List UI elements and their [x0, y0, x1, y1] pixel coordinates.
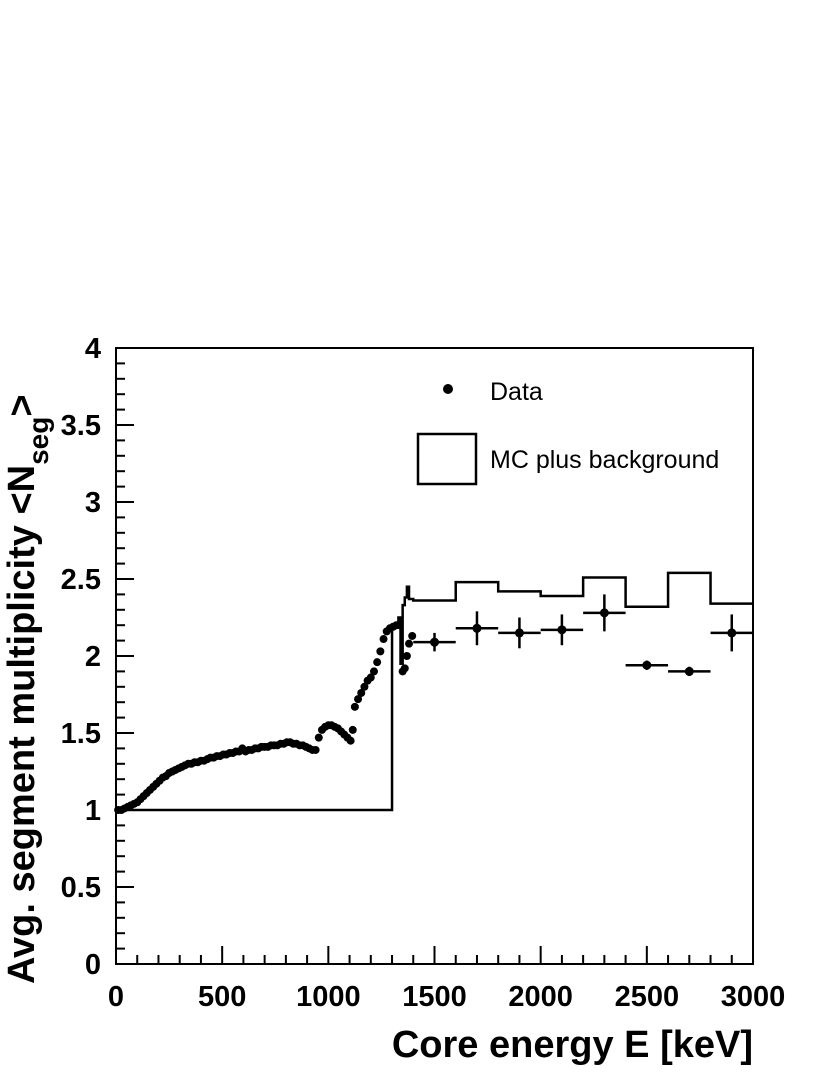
data-point [395, 621, 404, 630]
legend: Data MC plus background [416, 378, 719, 486]
data-point [402, 652, 411, 660]
data-point [350, 702, 359, 711]
data-point [366, 673, 375, 682]
data-point [379, 635, 388, 644]
data-point [348, 725, 357, 734]
data-point [311, 745, 320, 754]
x-tick-label: 2000 [508, 981, 573, 1013]
mc-histogram-line [116, 571, 753, 812]
x-tick-label: 3000 [721, 981, 786, 1013]
y-tick-label: 0.5 [61, 872, 101, 904]
y-tick-label: 1 [85, 795, 101, 827]
data-point [373, 658, 382, 667]
y-tick-label: 3 [85, 487, 101, 519]
data-point [346, 736, 355, 745]
data-point [376, 647, 385, 656]
x-tick-label: 1500 [402, 981, 467, 1013]
data-point [369, 667, 378, 676]
plot-frame [115, 347, 754, 965]
x-tick-label: 0 [108, 981, 124, 1013]
data-point [514, 628, 524, 638]
data-point [684, 666, 694, 676]
legend-data-marker [443, 384, 453, 394]
data-point [599, 608, 609, 618]
axis-ticks [115, 347, 754, 965]
y-tick-label: 0 [85, 949, 101, 981]
x-tick-label: 1000 [296, 981, 361, 1013]
data-point [727, 628, 737, 638]
axis-tick-labels: 0 500 1000 1500 2000 2500 3000 0 0.5 1 1.5 2 2.5 3 3.5… [61, 333, 786, 1013]
y-axis-title-main: Avg. segment multiplicity <N [1, 465, 43, 984]
data-point [357, 688, 366, 697]
legend-mc-box [416, 432, 478, 486]
data-point [314, 733, 323, 742]
y-tick-label: 4 [85, 333, 101, 365]
data-point [472, 623, 482, 633]
data-point [642, 660, 652, 670]
y-tick-label: 3.5 [61, 410, 101, 442]
mc-histogram [116, 571, 753, 812]
y-axis-title-sub: seg [23, 417, 54, 465]
x-tick-label: 2500 [615, 981, 680, 1013]
y-tick-label: 2 [85, 641, 101, 673]
x-tick-label: 500 [198, 981, 246, 1013]
data-point [408, 631, 417, 640]
data-point [360, 682, 369, 691]
y-axis-title-end: > [1, 394, 43, 416]
y-tick-label: 2.5 [61, 564, 101, 596]
x-axis-title: Core energy E [keV] [392, 1024, 753, 1066]
data-point [400, 664, 409, 673]
data-points [114, 594, 753, 814]
data-point [405, 639, 414, 648]
data-point [557, 625, 567, 635]
data-point [430, 637, 439, 647]
legend-data-label: Data [490, 378, 543, 406]
legend-mc-label: MC plus background [490, 446, 719, 474]
data-point [354, 695, 363, 704]
y-tick-label: 1.5 [61, 718, 101, 750]
y-axis-title: Avg. segment multiplicity <Nseg> [1, 394, 54, 984]
